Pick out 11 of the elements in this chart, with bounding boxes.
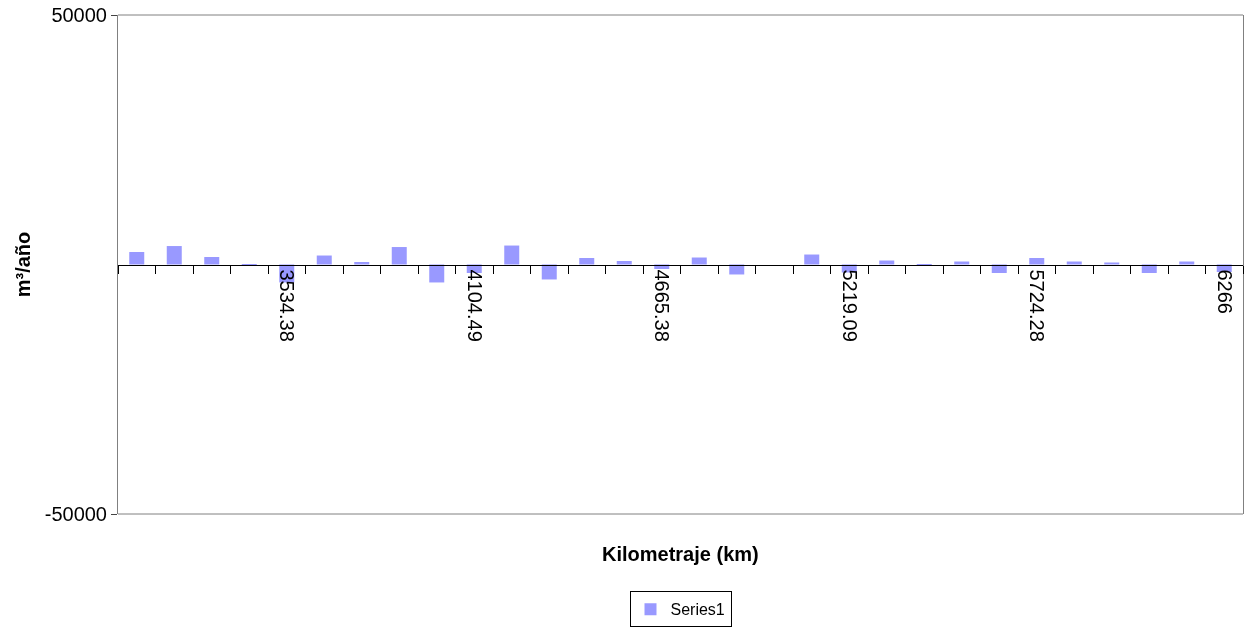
x-tick-label: 4665.38 xyxy=(651,269,674,342)
x-tick-label: 5724.28 xyxy=(1026,269,1049,342)
x-axis-title: Kilometraje (km) xyxy=(602,543,759,565)
x-tick-label: 4104.49 xyxy=(463,269,486,342)
y-tick-label: 50000 xyxy=(51,4,107,26)
x-tick-label: 3534.38 xyxy=(276,269,299,342)
x-tick-label: 6266 xyxy=(1213,269,1236,314)
legend-label: Series1 xyxy=(670,601,725,619)
y-axis-title: m³/año xyxy=(12,231,35,298)
y-tick-label: -50000 xyxy=(44,503,107,525)
x-tick-label: 5219.09 xyxy=(838,269,861,342)
